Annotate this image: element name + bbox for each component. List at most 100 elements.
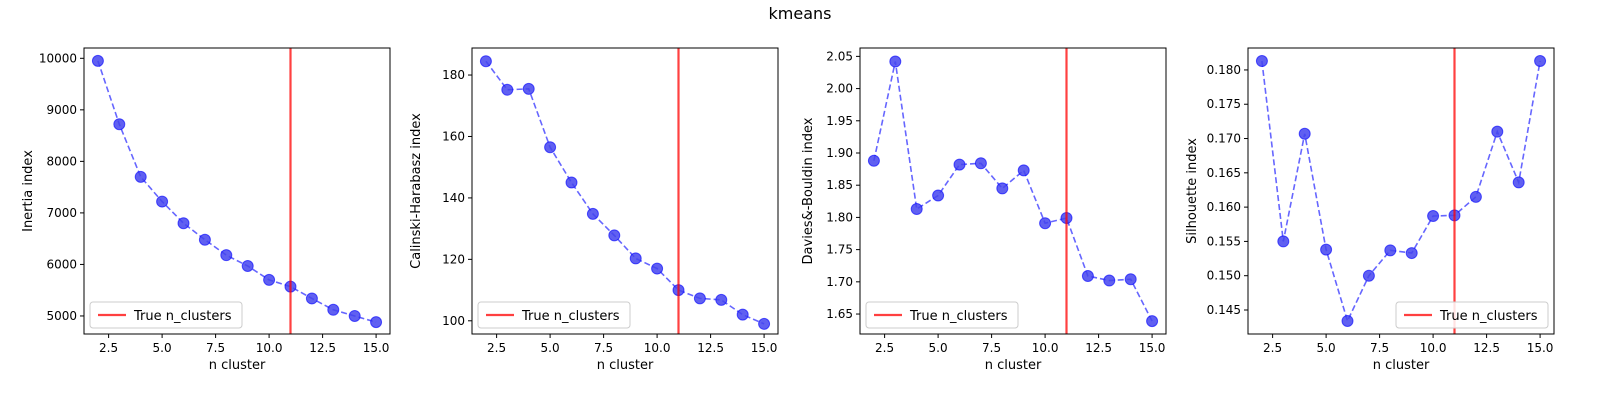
data-point bbox=[1341, 314, 1354, 327]
x-tick-label: 12.5 bbox=[697, 341, 724, 355]
data-point bbox=[974, 157, 987, 170]
y-tick-label: 2.00 bbox=[826, 82, 853, 96]
y-tick-label: 0.175 bbox=[1207, 97, 1241, 111]
x-tick-label: 10.0 bbox=[256, 341, 283, 355]
y-tick-label: 0.170 bbox=[1207, 132, 1241, 146]
axes-frame bbox=[83, 47, 391, 335]
x-tick-label: 2.5 bbox=[1263, 341, 1282, 355]
data-point bbox=[305, 292, 318, 305]
legend: True n_clusters bbox=[1395, 301, 1549, 329]
data-point bbox=[1124, 273, 1137, 286]
x-tick-label: 12.5 bbox=[1473, 341, 1500, 355]
x-tick-label: 5.0 bbox=[929, 341, 948, 355]
x-axis-label: n cluster bbox=[1373, 358, 1430, 373]
x-tick-label: 12.5 bbox=[1085, 341, 1112, 355]
y-tick-label: 1.70 bbox=[826, 275, 853, 289]
figure-title: kmeans bbox=[768, 4, 832, 23]
data-point bbox=[629, 252, 642, 265]
legend-label: True n_clusters bbox=[1439, 309, 1538, 324]
data-point bbox=[327, 303, 340, 316]
x-axis-label: n cluster bbox=[209, 358, 266, 373]
y-axis-label: Silhouette index bbox=[1185, 138, 1200, 244]
y-tick-label: 1.75 bbox=[826, 243, 853, 257]
data-point bbox=[1512, 176, 1525, 189]
data-point bbox=[1017, 164, 1030, 177]
x-tick-label: 2.5 bbox=[875, 341, 894, 355]
y-tick-label: 9000 bbox=[46, 103, 77, 117]
data-point bbox=[1469, 190, 1482, 203]
y-tick-label: 1.90 bbox=[826, 146, 853, 160]
x-tick-label: 15.0 bbox=[751, 341, 778, 355]
y-tick-label: 180 bbox=[442, 68, 465, 82]
data-point bbox=[1146, 315, 1159, 328]
data-point bbox=[586, 207, 599, 220]
x-tick-label: 15.0 bbox=[1139, 341, 1166, 355]
data-point bbox=[1405, 247, 1418, 260]
data-point bbox=[522, 82, 535, 95]
chart-panel-1: 2.5 5.0 7.5 10.0 12.5 15.0 5000 6000 7000 8000 900… bbox=[21, 47, 391, 373]
data-point bbox=[1320, 243, 1333, 256]
y-tick-label: 0.180 bbox=[1207, 63, 1241, 77]
data-point bbox=[565, 176, 578, 189]
y-tick-label: 7000 bbox=[46, 206, 77, 220]
data-layer bbox=[479, 48, 771, 334]
data-point bbox=[910, 203, 923, 216]
axes-frame bbox=[471, 47, 779, 335]
data-point bbox=[693, 292, 706, 305]
data-point bbox=[1298, 127, 1311, 140]
y-tick-label: 1.80 bbox=[826, 210, 853, 224]
legend-label: True n_clusters bbox=[909, 309, 1008, 324]
x-tick-label: 5.0 bbox=[541, 341, 560, 355]
data-point bbox=[370, 316, 383, 329]
data-layer bbox=[1255, 48, 1547, 334]
data-point bbox=[544, 141, 557, 154]
legend: True n_clusters bbox=[89, 301, 243, 329]
data-layer bbox=[867, 48, 1159, 334]
y-tick-label: 5000 bbox=[46, 309, 77, 323]
legend-box bbox=[89, 301, 243, 329]
data-point bbox=[1427, 210, 1440, 223]
x-tick-label: 5.0 bbox=[153, 341, 172, 355]
x-tick-label: 15.0 bbox=[1527, 341, 1554, 355]
x-axis-label: n cluster bbox=[597, 358, 654, 373]
x-tick-label: 12.5 bbox=[309, 341, 336, 355]
x-tick-label: 7.5 bbox=[594, 341, 613, 355]
data-point bbox=[177, 217, 190, 230]
y-tick-label: 0.160 bbox=[1207, 200, 1241, 214]
y-axis-label: Calinski-Harabasz index bbox=[409, 113, 424, 269]
chart-panel-2: 2.5 5.0 7.5 10.0 12.5 15.0 100 120 140 160 180 n cl… bbox=[409, 47, 779, 373]
legend-label: True n_clusters bbox=[133, 309, 232, 324]
data-point bbox=[1039, 217, 1052, 230]
data-point bbox=[1362, 269, 1375, 282]
plot-area bbox=[1248, 48, 1554, 334]
x-tick-label: 2.5 bbox=[99, 341, 118, 355]
data-point bbox=[113, 118, 126, 131]
plot-area bbox=[472, 48, 778, 334]
data-point bbox=[91, 54, 104, 67]
legend: True n_clusters bbox=[865, 301, 1019, 329]
y-tick-label: 0.145 bbox=[1207, 303, 1241, 317]
y-tick-label: 8000 bbox=[46, 154, 77, 168]
data-point bbox=[220, 249, 233, 262]
data-point bbox=[1534, 55, 1547, 68]
x-tick-label: 7.5 bbox=[206, 341, 225, 355]
data-point bbox=[736, 308, 749, 321]
data-point bbox=[134, 170, 147, 183]
axes-frame bbox=[1247, 47, 1555, 335]
y-axis-label: Davies&-Bouldin index bbox=[801, 117, 816, 264]
data-point bbox=[715, 293, 728, 306]
data-point bbox=[1277, 235, 1290, 248]
chart-panel-4: 2.5 5.0 7.5 10.0 12.5 15.0 0.145 0.150 0.155 0.16… bbox=[1185, 47, 1555, 373]
axes-frame bbox=[859, 47, 1167, 335]
legend-label: True n_clusters bbox=[521, 309, 620, 324]
x-tick-label: 10.0 bbox=[1420, 341, 1447, 355]
data-point bbox=[889, 55, 902, 68]
chart-panel-3: 2.5 5.0 7.5 10.0 12.5 15.0 1.65 1.70 1.75 1.80 1.8… bbox=[801, 47, 1167, 373]
data-point bbox=[608, 229, 621, 242]
x-tick-label: 2.5 bbox=[487, 341, 506, 355]
x-axis-label: n cluster bbox=[985, 358, 1042, 373]
data-point bbox=[867, 154, 880, 167]
data-point bbox=[953, 158, 966, 171]
data-point bbox=[651, 262, 664, 275]
